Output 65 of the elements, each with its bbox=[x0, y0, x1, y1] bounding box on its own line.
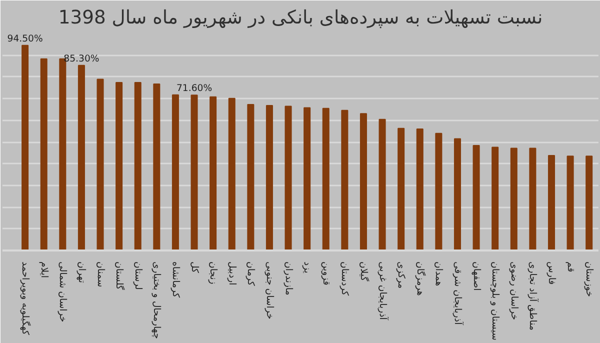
x-tick-label: آذربایجان غربی bbox=[376, 262, 389, 320]
bar bbox=[304, 107, 311, 250]
x-tick-label: قم bbox=[564, 262, 576, 272]
x-tick-label: کهگیلویه وبویراحمد bbox=[20, 262, 32, 336]
bar bbox=[190, 94, 198, 250]
x-tick-label: اردبیل bbox=[226, 262, 238, 286]
x-tick-label: کل bbox=[188, 262, 200, 274]
bar bbox=[153, 84, 160, 250]
data-label: 85.30% bbox=[64, 53, 100, 64]
bar bbox=[586, 156, 593, 250]
bar bbox=[492, 146, 499, 250]
x-tick-label: مرکزی bbox=[396, 262, 407, 289]
x-tick-label: فارس bbox=[546, 262, 557, 285]
x-tick-label: یزد bbox=[302, 262, 313, 274]
x-tick-label: گیلان bbox=[358, 262, 370, 282]
bar bbox=[96, 78, 104, 250]
x-tick-label: هرمزگان bbox=[414, 262, 426, 296]
x-tick-label: قزوین bbox=[320, 262, 332, 286]
data-label: 71.60% bbox=[176, 83, 212, 94]
x-tick-label: خراسان شمالی bbox=[57, 262, 68, 322]
x-tick-label: لرستان bbox=[132, 262, 144, 290]
x-tick-label: همدان bbox=[433, 262, 444, 286]
bar bbox=[284, 106, 292, 250]
bar bbox=[454, 138, 461, 250]
x-tick-label: خراسان جنوبی bbox=[264, 262, 275, 320]
bar bbox=[134, 82, 142, 250]
x-tick-label: چهارمحال و بختیاری bbox=[151, 262, 162, 340]
x-tick-label: مازندران bbox=[282, 262, 294, 296]
x-tick-label: زنجان bbox=[208, 262, 219, 284]
bar bbox=[116, 82, 123, 250]
x-tick-label: سمنان bbox=[94, 262, 106, 288]
bar bbox=[22, 44, 29, 250]
bar bbox=[472, 144, 480, 250]
chart-title: نسبت تسهیلات به سپرده‌های بانکی در شهریور ماه سال 1398 bbox=[58, 8, 543, 28]
bar bbox=[548, 154, 556, 250]
x-tick-label: سیستان و بلوچستان bbox=[490, 262, 501, 341]
x-tick-label: تهران bbox=[76, 262, 87, 284]
x-tick-label: کرمان bbox=[245, 262, 256, 286]
x-tick-label: کردستان bbox=[339, 262, 350, 296]
x-tick-label: خوزستان bbox=[584, 262, 595, 298]
bar bbox=[210, 96, 217, 250]
x-tick-label: گلستان bbox=[114, 262, 126, 290]
x-tick-label: ایلام bbox=[38, 262, 50, 278]
bar bbox=[341, 110, 348, 250]
bar bbox=[510, 148, 518, 250]
x-tick-label: آذربایجان شرقی bbox=[452, 262, 464, 326]
x-tick-label: کرمانشاه bbox=[170, 262, 181, 298]
bar bbox=[40, 58, 48, 250]
bar bbox=[360, 113, 367, 250]
bar bbox=[416, 128, 424, 250]
bar bbox=[566, 156, 574, 250]
x-tick-label: اصفهان bbox=[470, 262, 482, 291]
bar bbox=[529, 148, 536, 250]
bar bbox=[378, 118, 386, 250]
bar bbox=[172, 94, 179, 250]
bar bbox=[398, 128, 405, 250]
x-tick-label: مناطق آزاد تجاری bbox=[527, 262, 540, 330]
bar bbox=[78, 64, 85, 250]
bar bbox=[322, 108, 330, 250]
bar bbox=[266, 105, 273, 250]
data-label: 94.50% bbox=[7, 33, 43, 44]
bar bbox=[228, 98, 236, 250]
bar bbox=[435, 132, 442, 250]
x-tick-label: خراسان رضوی bbox=[508, 262, 520, 320]
bar bbox=[247, 104, 254, 250]
